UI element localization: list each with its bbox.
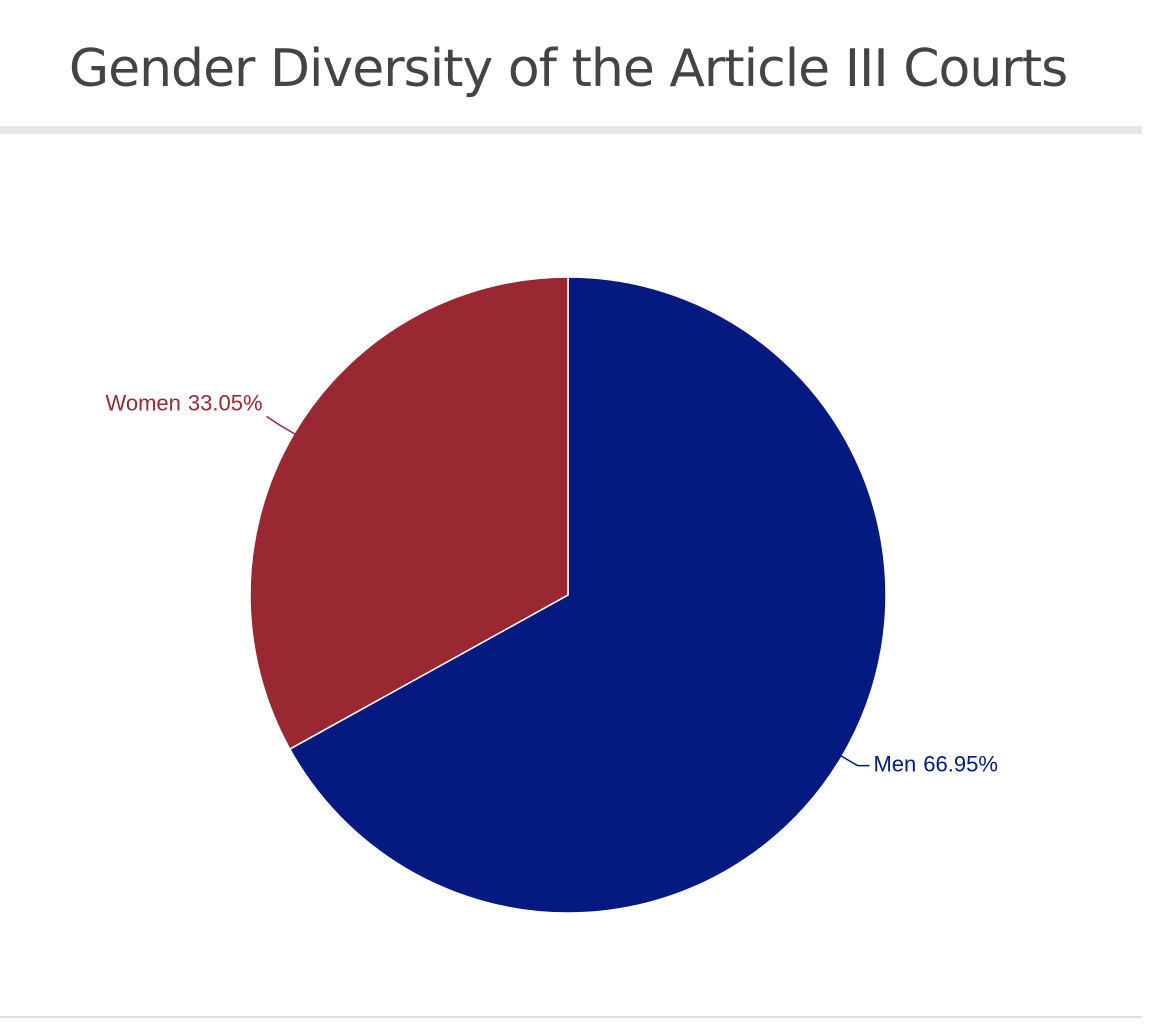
label-category: Women — [105, 390, 180, 415]
leader-line — [838, 753, 870, 767]
label-value: 33.05% — [188, 390, 263, 415]
leader-line — [266, 415, 298, 437]
footer-divider — [0, 1016, 1142, 1018]
data-label: Men 66.95% — [873, 751, 997, 776]
header-divider — [0, 126, 1142, 134]
label-category: Men — [873, 751, 916, 776]
label-value: 66.95% — [923, 751, 998, 776]
chart-title: Gender Diversity of the Article III Cour… — [69, 39, 1067, 99]
data-label: Women 33.05% — [105, 390, 262, 415]
